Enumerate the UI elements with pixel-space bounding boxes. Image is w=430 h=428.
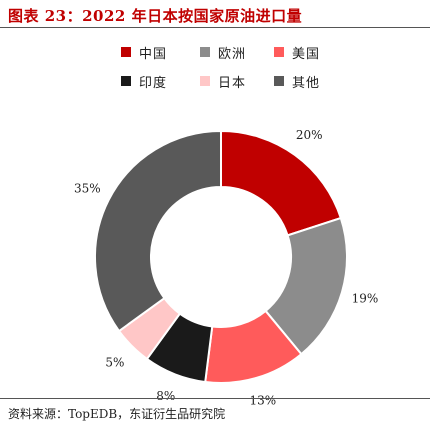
slice-label-japan: 5% [105, 356, 124, 370]
legend-swatch-europe [200, 47, 210, 57]
legend-item-usa: 美国 [274, 43, 321, 62]
slice-other [94, 129, 222, 333]
legend-swatch-india [121, 76, 131, 86]
slice-label-china: 20% [296, 128, 323, 142]
legend-item-india: 印度 [121, 72, 168, 91]
legend-label-india: 印度 [139, 75, 168, 91]
legend-swatch-japan [200, 76, 210, 86]
legend-swatch-usa [274, 47, 284, 57]
slice-china [220, 129, 343, 237]
legend-label-usa: 美国 [292, 46, 321, 62]
slice-label-europe: 19% [352, 291, 379, 305]
slice-europe [264, 216, 348, 356]
legend-item-japan: 日本 [200, 72, 247, 91]
slice-label-other: 35% [74, 181, 101, 195]
source-divider [0, 398, 430, 399]
legend-item-other: 其他 [274, 72, 321, 91]
title-divider [0, 27, 430, 28]
legend-label-other: 其他 [292, 75, 321, 91]
legend-swatch-other [274, 76, 284, 86]
legend-label-europe: 欧洲 [218, 46, 247, 62]
legend-item-europe: 欧洲 [200, 43, 247, 62]
source-note: 资料来源：TopEDB，东证衍生品研究院 [8, 407, 226, 421]
legend-item-china: 中国 [121, 43, 168, 62]
legend-label-japan: 日本 [218, 75, 247, 91]
legend-label-china: 中国 [139, 46, 168, 62]
figure-title: 图表 23：2022 年日本按国家原油进口量 [8, 7, 303, 25]
legend-swatch-china [121, 47, 131, 57]
chart-legend: 中国 欧洲 美国 印度 日本 其他 [0, 38, 430, 98]
slice-label-india: 8% [156, 389, 175, 403]
slice-label-usa: 13% [249, 394, 276, 408]
